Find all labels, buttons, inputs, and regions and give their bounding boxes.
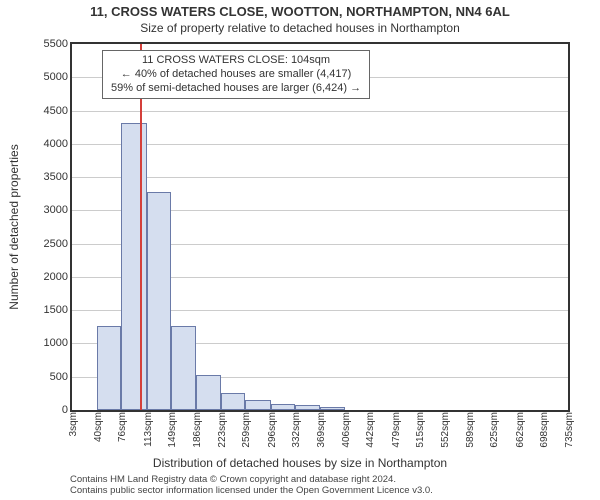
x-tick-label: 589sqm: [465, 412, 476, 448]
x-tick-label: 332sqm: [291, 412, 302, 448]
x-tick-label: 76sqm: [117, 412, 128, 442]
attribution: Contains HM Land Registry data © Crown c…: [70, 474, 433, 497]
histogram-bar: [121, 123, 146, 410]
x-tick-label: 40sqm: [93, 412, 104, 442]
x-tick-label: 515sqm: [415, 412, 426, 448]
x-tick-label: 186sqm: [192, 412, 203, 448]
x-tick-label: 369sqm: [316, 412, 327, 448]
x-tick-label: 149sqm: [167, 412, 178, 448]
histogram-bar: [171, 326, 196, 411]
y-tick-label: 1500: [44, 304, 68, 316]
x-tick-label: 625sqm: [489, 412, 500, 448]
y-tick-label: 500: [50, 371, 68, 383]
histogram-bar: [320, 407, 345, 410]
y-tick-label: 4500: [44, 105, 68, 117]
callout-line: ← 40% of detached houses are smaller (4,…: [111, 68, 361, 82]
x-tick-label: 406sqm: [341, 412, 352, 448]
callout-line: 11 CROSS WATERS CLOSE: 104sqm: [111, 54, 361, 68]
plot-area: 0500100015002000250030003500400045005000…: [70, 42, 570, 412]
x-tick-label: 442sqm: [365, 412, 376, 448]
x-tick-label: 552sqm: [440, 412, 451, 448]
x-tick-label: 479sqm: [391, 412, 402, 448]
histogram-bar: [271, 404, 295, 410]
grid-line: [72, 111, 568, 112]
x-tick-label: 223sqm: [217, 412, 228, 448]
x-tick-label: 296sqm: [267, 412, 278, 448]
y-tick-label: 3000: [44, 204, 68, 216]
y-axis-label: Number of detached properties: [7, 144, 21, 309]
y-tick-label: 1000: [44, 337, 68, 349]
attribution-line: Contains HM Land Registry data © Crown c…: [70, 474, 433, 485]
histogram-bar: [196, 375, 221, 410]
histogram-bar: [221, 393, 245, 410]
chart-title: 11, CROSS WATERS CLOSE, WOOTTON, NORTHAM…: [0, 4, 600, 19]
histogram-bar: [245, 400, 270, 410]
chart-subtitle: Size of property relative to detached ho…: [0, 21, 600, 35]
attribution-line: Contains public sector information licen…: [70, 485, 433, 496]
y-tick-label: 5000: [44, 71, 68, 83]
x-axis-label: Distribution of detached houses by size …: [0, 456, 600, 470]
x-tick-label: 698sqm: [539, 412, 550, 448]
y-tick-label: 3500: [44, 171, 68, 183]
histogram-bar: [147, 192, 171, 410]
x-tick-label: 113sqm: [143, 412, 154, 447]
callout-box: 11 CROSS WATERS CLOSE: 104sqm ← 40% of d…: [102, 50, 370, 99]
y-tick-label: 2500: [44, 238, 68, 250]
x-tick-label: 662sqm: [515, 412, 526, 448]
histogram-bar: [295, 405, 320, 410]
callout-line: 59% of semi-detached houses are larger (…: [111, 82, 361, 96]
y-tick-label: 4000: [44, 138, 68, 150]
y-tick-label: 5500: [44, 38, 68, 50]
y-tick-label: 2000: [44, 271, 68, 283]
x-tick-label: 3sqm: [68, 412, 79, 436]
x-tick-label: 259sqm: [241, 412, 252, 448]
x-tick-label: 735sqm: [564, 412, 575, 448]
histogram-bar: [97, 326, 121, 411]
